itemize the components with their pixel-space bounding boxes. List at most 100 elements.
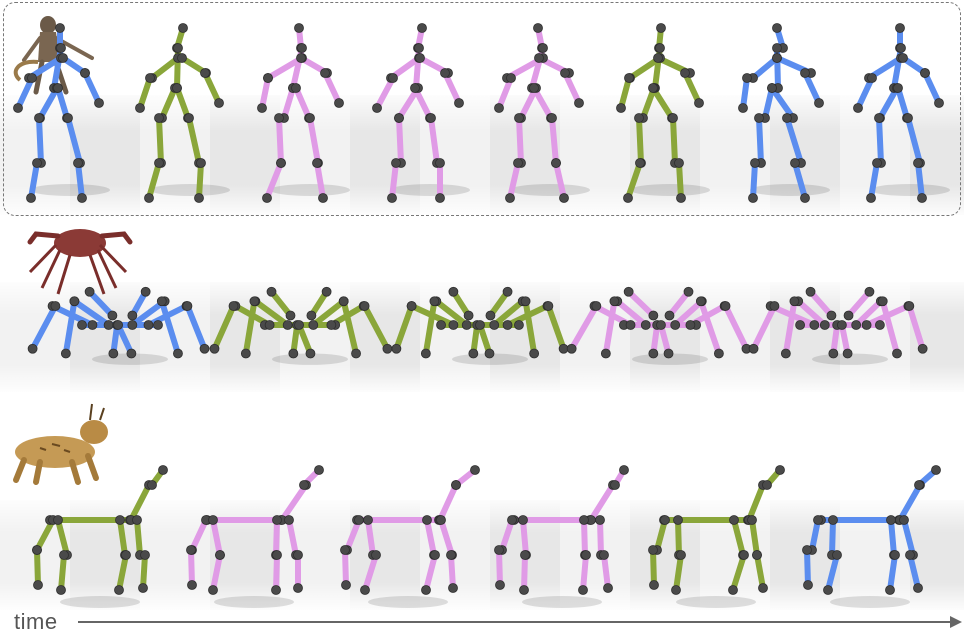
bone <box>310 298 347 328</box>
joint <box>249 296 260 307</box>
joint <box>209 343 220 354</box>
bone <box>549 115 559 166</box>
bone <box>905 115 923 166</box>
joint <box>648 545 658 555</box>
joint <box>340 545 350 555</box>
joint <box>895 23 905 33</box>
joint <box>595 515 605 525</box>
joint <box>314 465 324 475</box>
joint <box>494 545 504 555</box>
joint <box>560 68 570 78</box>
joint <box>728 585 738 595</box>
bone <box>807 288 835 319</box>
joint <box>429 296 440 307</box>
bone <box>496 75 514 111</box>
joint <box>579 515 589 525</box>
bone <box>438 517 455 558</box>
joint <box>623 286 634 297</box>
bone <box>531 85 554 121</box>
bone <box>568 303 600 352</box>
bone <box>115 322 135 357</box>
monkey-pose-2 <box>135 23 230 203</box>
joint <box>663 348 674 359</box>
joint <box>505 193 515 203</box>
joint <box>440 68 450 78</box>
joint <box>828 515 838 525</box>
joint <box>58 53 68 63</box>
joint <box>262 193 272 203</box>
joint <box>489 320 500 330</box>
joint <box>649 580 659 590</box>
joint <box>470 465 480 475</box>
joint <box>648 310 659 321</box>
joint <box>108 348 119 359</box>
joint <box>668 113 678 123</box>
joint <box>27 343 38 354</box>
joint <box>263 73 273 83</box>
bone <box>134 517 143 558</box>
joint <box>877 296 888 307</box>
joint <box>551 158 561 168</box>
joint <box>772 53 782 63</box>
bone <box>71 298 112 328</box>
bone <box>424 517 437 558</box>
bone <box>907 552 921 591</box>
bone <box>876 115 884 166</box>
joint <box>127 310 138 321</box>
joint <box>435 193 445 203</box>
joint <box>828 348 839 359</box>
bone <box>580 552 589 593</box>
joint <box>694 98 704 108</box>
joint <box>435 158 445 168</box>
joint <box>529 348 540 359</box>
bone <box>437 482 459 523</box>
joint <box>297 43 307 53</box>
joint <box>795 320 805 330</box>
joint <box>861 320 872 330</box>
crab-pose-5 <box>748 286 928 365</box>
joint <box>600 348 611 359</box>
joint <box>145 73 155 83</box>
crab-pose-2 <box>209 286 393 365</box>
joint <box>214 98 224 108</box>
joint <box>77 193 87 203</box>
bone <box>922 70 942 106</box>
joint <box>934 98 944 108</box>
joint <box>775 465 785 475</box>
joint <box>115 515 125 525</box>
joint <box>695 296 706 307</box>
joint <box>158 465 168 475</box>
bone <box>422 298 438 357</box>
bone <box>286 517 299 558</box>
joint <box>826 310 837 321</box>
joint <box>581 550 591 560</box>
joint <box>284 515 294 525</box>
joint <box>809 320 820 330</box>
joint <box>625 320 636 330</box>
joint <box>800 68 810 78</box>
joint <box>60 348 71 359</box>
joint <box>436 320 446 330</box>
joint <box>790 158 800 168</box>
bone <box>242 298 258 357</box>
crab-pose-1 <box>27 286 210 365</box>
bone <box>396 115 404 166</box>
bone <box>210 517 223 558</box>
joint <box>153 320 163 330</box>
joint <box>599 550 609 560</box>
joint <box>282 320 293 330</box>
bone <box>279 482 309 523</box>
bone <box>640 85 657 121</box>
joint <box>266 286 277 297</box>
joint <box>917 193 927 203</box>
joint <box>103 320 114 330</box>
joint <box>748 343 759 354</box>
joint <box>360 585 370 595</box>
joint <box>670 320 681 330</box>
bone <box>746 482 766 523</box>
joint <box>56 585 66 595</box>
joint <box>451 480 461 490</box>
bone <box>210 552 223 593</box>
joint <box>931 465 941 475</box>
joint <box>415 53 425 63</box>
